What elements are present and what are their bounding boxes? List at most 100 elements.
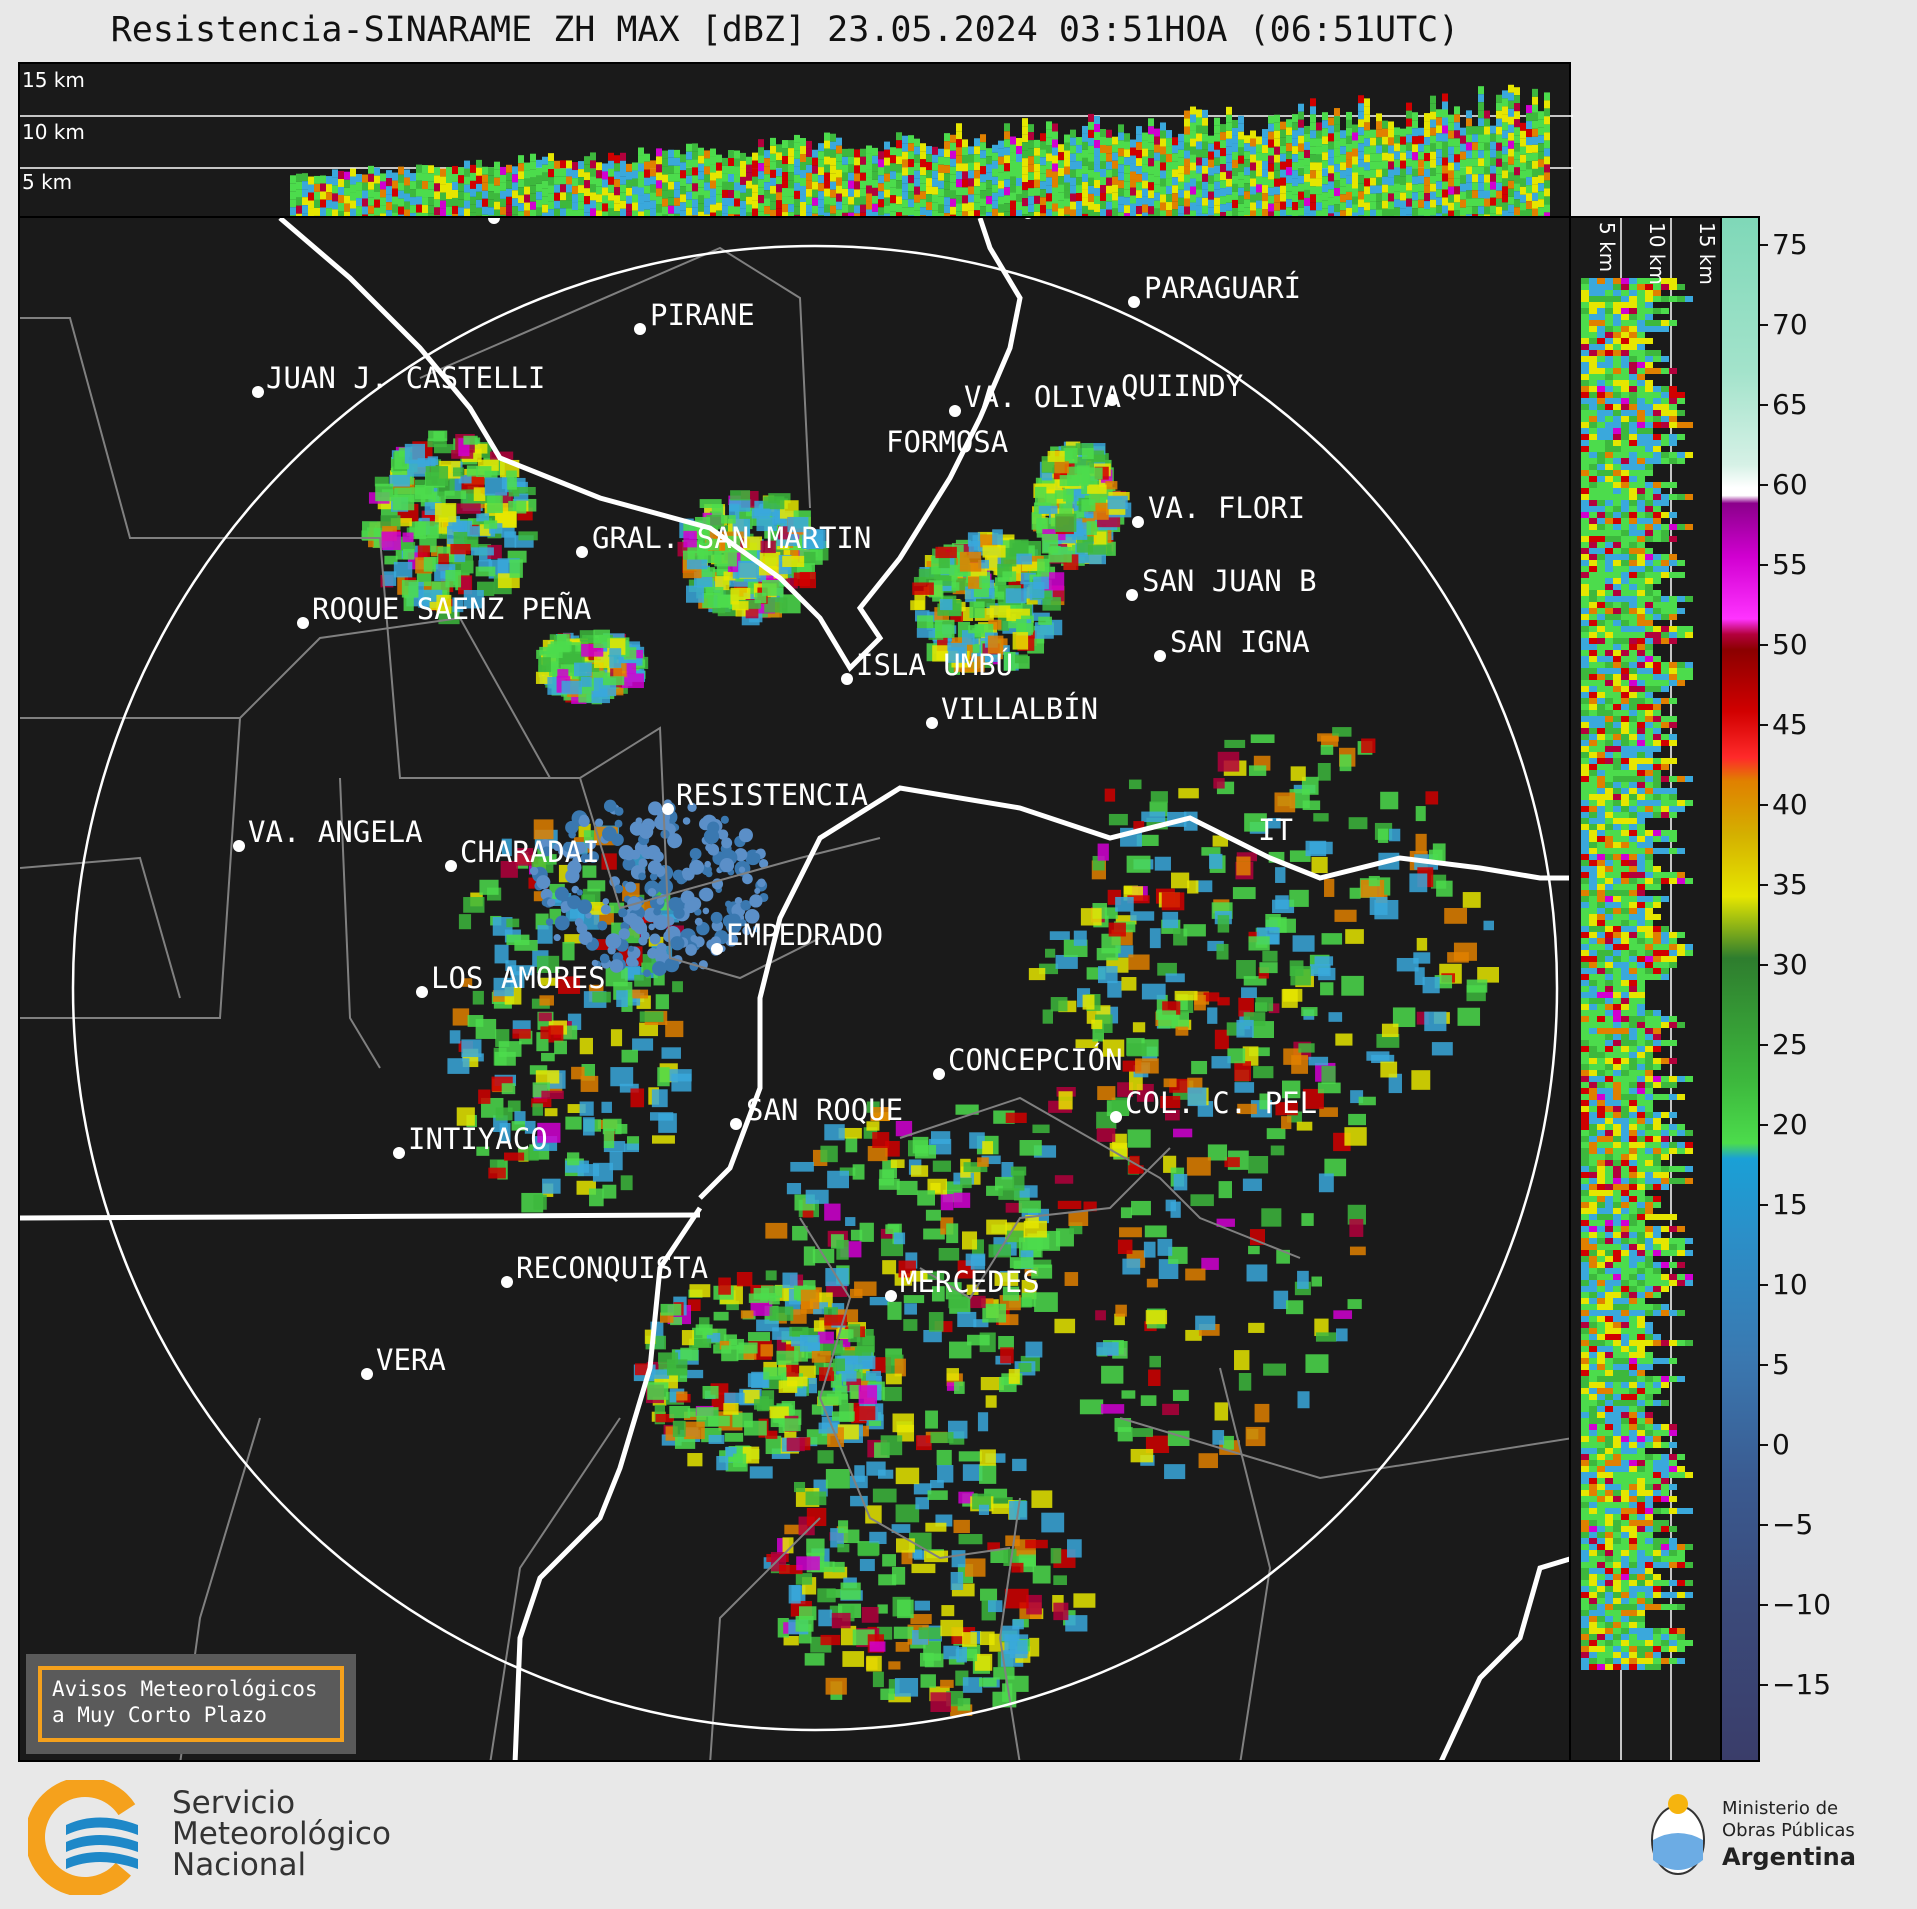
city-marker-dot (662, 803, 674, 815)
city-label: GRAL. SAN MARTIN (592, 521, 871, 555)
tick-label: 25 (1772, 1028, 1808, 1061)
smn-line-3: Nacional (172, 1847, 307, 1883)
city-label: INTIYACO (408, 1122, 548, 1156)
city-label: VA. FLORI (1148, 491, 1305, 525)
city-label: VILLALBÍN (941, 692, 1098, 726)
side-km-label-15: 15 km (1695, 222, 1719, 285)
city-label: CONCEPCIÓN (948, 1043, 1123, 1077)
city-label: PIRANE (650, 298, 755, 332)
city-marker-dot (926, 717, 938, 729)
city-label: SAN JUAN B (1142, 564, 1317, 598)
city-label: SAN ROQUE (746, 1093, 903, 1127)
tick-label: 45 (1772, 708, 1808, 741)
radar-map: CMTE. FONTANAASUNCIÓNPARAGUARÍPIRANEJUAN… (18, 216, 1571, 1762)
tick-label: 75 (1772, 228, 1808, 261)
radar-range-ring (71, 244, 1559, 1732)
city-label: JUAN J. CASTELLI (266, 361, 545, 395)
city-label: CHARADAI (460, 835, 600, 869)
city-markers: CMTE. FONTANAASUNCIÓNPARAGUARÍPIRANEJUAN… (233, 218, 1317, 1380)
city-marker-dot (233, 840, 245, 852)
aviso-line-1: Avisos Meteorológicos (52, 1677, 318, 1701)
city-marker-dot (1128, 296, 1140, 308)
city-marker-dot (576, 546, 588, 558)
city-label: COL. C. PEL (1125, 1086, 1317, 1120)
tick-label: 5 (1772, 1348, 1790, 1381)
city-label: ROQUE SAENZ PEÑA (312, 592, 591, 626)
city-marker-dot (445, 860, 457, 872)
province-boundaries (20, 246, 1569, 1760)
city-marker-dot (711, 943, 723, 955)
city-label: PARAGUARÍ (1144, 271, 1301, 305)
ministry-name: Ministerio de Obras Públicas Argentina (1722, 1798, 1856, 1872)
city-marker-dot (501, 1276, 513, 1288)
city-label: FORMOSA (886, 425, 1008, 459)
ministry-shield-icon (1651, 1794, 1705, 1875)
side-cross-section-echoes (1581, 218, 1693, 1760)
tick-label: 60 (1772, 468, 1808, 501)
city-marker-dot (730, 1118, 742, 1130)
city-marker-dot (297, 617, 309, 629)
top-km-label-10: 10 km (22, 120, 85, 144)
city-marker-dot (885, 1290, 897, 1302)
city-label: RECONQUISTA (516, 1251, 708, 1285)
smn-line-2: Meteorológico (172, 1816, 391, 1852)
top-km-label-5: 5 km (22, 170, 73, 194)
tick-label: 15 (1772, 1188, 1808, 1221)
city-label: MERCEDES (900, 1265, 1040, 1299)
city-marker-dot (1126, 589, 1138, 601)
tick-label: 10 (1772, 1268, 1808, 1301)
ministry-line-2: Obras Públicas (1722, 1820, 1855, 1841)
tick-label: 50 (1772, 628, 1808, 661)
city-label: CMTE. FONTANA (498, 218, 725, 223)
city-marker-dot (1110, 1111, 1122, 1123)
tick-label: 40 (1772, 788, 1808, 821)
city-marker-dot (1024, 218, 1032, 219)
city-label: ISLA UMBÚ (856, 648, 1013, 682)
city-marker-dot (488, 218, 500, 224)
radar-map-canvas: CMTE. FONTANAASUNCIÓNPARAGUARÍPIRANEJUAN… (20, 218, 1569, 1760)
city-label: QUIINDY (1121, 369, 1243, 403)
tick-label: 0 (1772, 1428, 1790, 1461)
tick-label: −10 (1772, 1588, 1832, 1621)
city-marker-dot (933, 1068, 945, 1080)
city-marker-dot (634, 323, 646, 335)
city-marker-dot (393, 1147, 405, 1159)
dbz-colorbar (1720, 216, 1760, 1762)
tick-label: 55 (1772, 548, 1808, 581)
tick-label: −5 (1772, 1508, 1814, 1541)
city-label: EMPEDRADO (726, 918, 883, 952)
aviso-panel[interactable]: Avisos Meteorológicos a Muy Corto Plazo (26, 1654, 356, 1754)
chart-title: Resistencia-SINARAME ZH MAX [dBZ] 23.05.… (110, 10, 1460, 50)
top-cross-section-echoes (20, 84, 1573, 220)
city-label: RESISTENCIA (676, 778, 868, 812)
city-marker-dot (416, 986, 428, 998)
ministry-line-3: Argentina (1722, 1843, 1856, 1871)
city-label: VERA (376, 1343, 446, 1377)
ministry-line-1: Ministerio de (1722, 1798, 1839, 1819)
smn-logo-icon (28, 1780, 145, 1895)
city-marker-dot (841, 673, 853, 685)
city-label: IT (1258, 813, 1293, 847)
tick-label: 65 (1772, 388, 1808, 421)
city-label: LOS AMORES (431, 961, 606, 995)
city-marker-dot (361, 1368, 373, 1380)
top-cross-section: 15 km 10 km 5 km (18, 62, 1573, 220)
smn-name: Servicio Meteorológico Nacional (172, 1788, 391, 1881)
river-and-border-lines (20, 218, 1569, 1760)
tick-label: −15 (1772, 1668, 1832, 1701)
side-km-label-10: 10 km (1645, 222, 1669, 285)
aviso-line-2: a Muy Corto Plazo (52, 1703, 267, 1727)
city-marker-dot (252, 386, 264, 398)
tick-label: 35 (1772, 868, 1808, 901)
tick-label: 70 (1772, 308, 1808, 341)
city-marker-dot (949, 405, 961, 417)
tick-label: 20 (1772, 1108, 1808, 1141)
smn-line-1: Servicio (172, 1785, 296, 1821)
city-marker-dot (1154, 650, 1166, 662)
city-marker-dot (1106, 394, 1118, 406)
top-km-label-15: 15 km (22, 68, 85, 92)
side-cross-section: 5 km 10 km 15 km (1569, 216, 1722, 1762)
side-km-label-5: 5 km (1595, 222, 1619, 273)
tick-label: 30 (1772, 948, 1808, 981)
city-label: SAN IGNA (1170, 625, 1310, 659)
